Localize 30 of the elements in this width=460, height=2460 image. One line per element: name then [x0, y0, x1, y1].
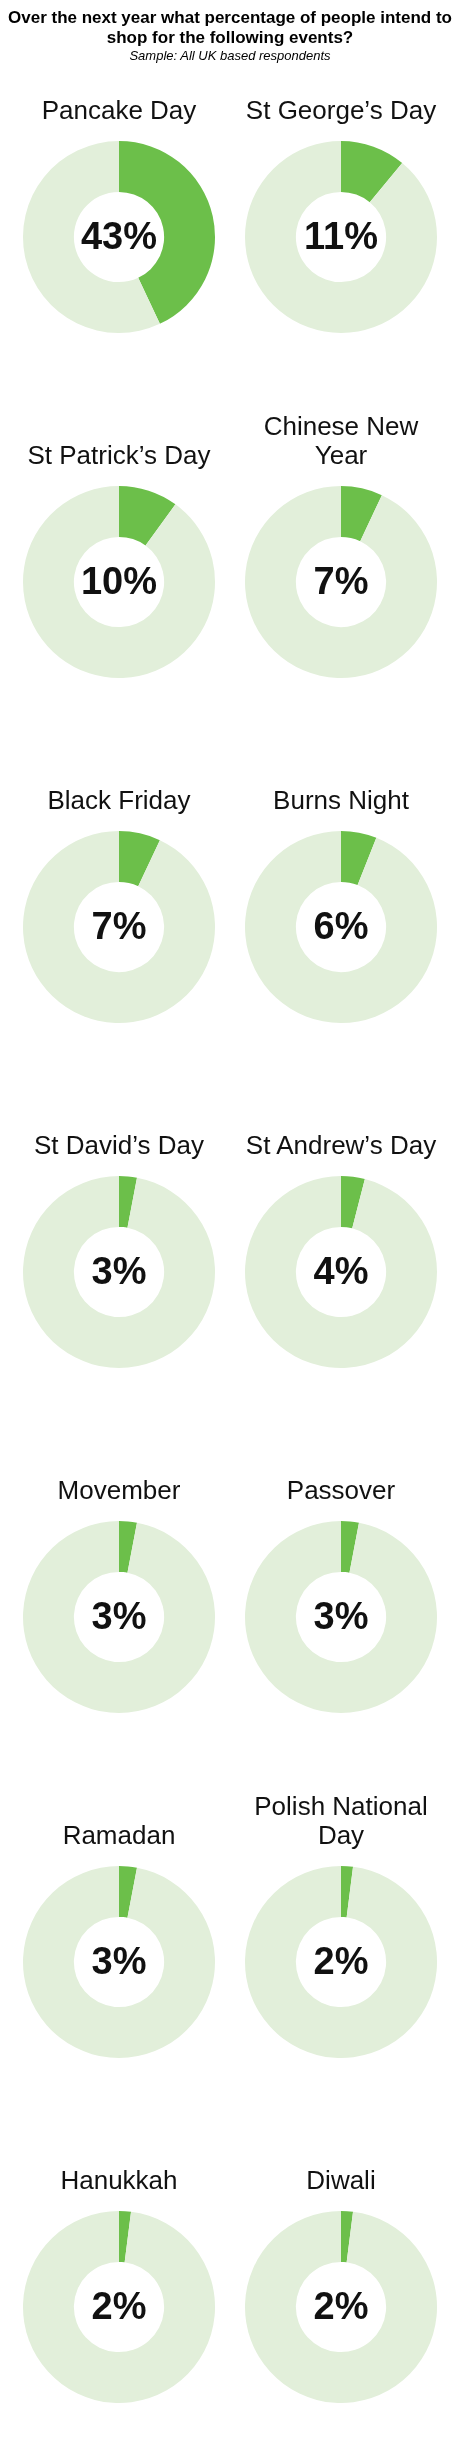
text: Sample: All UK based respondents: [128, 48, 332, 63]
chart-title: Ramadan: [62, 1820, 176, 1850]
chart-title: Hanukkah: [60, 2165, 178, 2195]
chart-title: St George’s Day: [245, 95, 437, 125]
data-label: 3%: [91, 1940, 147, 1983]
chart-title: Burns Night: [273, 785, 409, 815]
data-label: 4%: [313, 1250, 369, 1293]
data-label: 3%: [313, 1595, 369, 1638]
data-label: 2%: [91, 2285, 147, 2328]
data-label: 3%: [91, 1595, 147, 1638]
data-label: 7%: [313, 560, 369, 603]
data-label: 6%: [313, 905, 369, 948]
data-label: 11%: [304, 215, 378, 258]
data-label: 7%: [91, 905, 147, 948]
data-label: 10%: [80, 560, 158, 603]
chart-title: St Patrick’s Day: [27, 440, 211, 470]
chart-title: St Andrew’s Day: [245, 1130, 437, 1160]
chart-title: Chinese New Year: [262, 411, 420, 470]
chart-title: Passover: [286, 1475, 396, 1505]
chart-title: Polish National Day: [253, 1791, 429, 1850]
text: Over the next year what percentage of people intend to shop for the following events?: [8, 8, 452, 48]
chart-title: Black Friday: [47, 785, 191, 815]
chart-title: Diwali: [306, 2165, 376, 2195]
data-label: 2%: [313, 1940, 369, 1983]
chart-title: Pancake Day: [41, 95, 197, 125]
chart-title: St David’s Day: [33, 1130, 205, 1160]
data-label: 2%: [313, 2285, 369, 2328]
data-label: 43%: [80, 215, 158, 258]
data-label: 3%: [91, 1250, 147, 1293]
chart-title: Movember: [57, 1475, 181, 1505]
